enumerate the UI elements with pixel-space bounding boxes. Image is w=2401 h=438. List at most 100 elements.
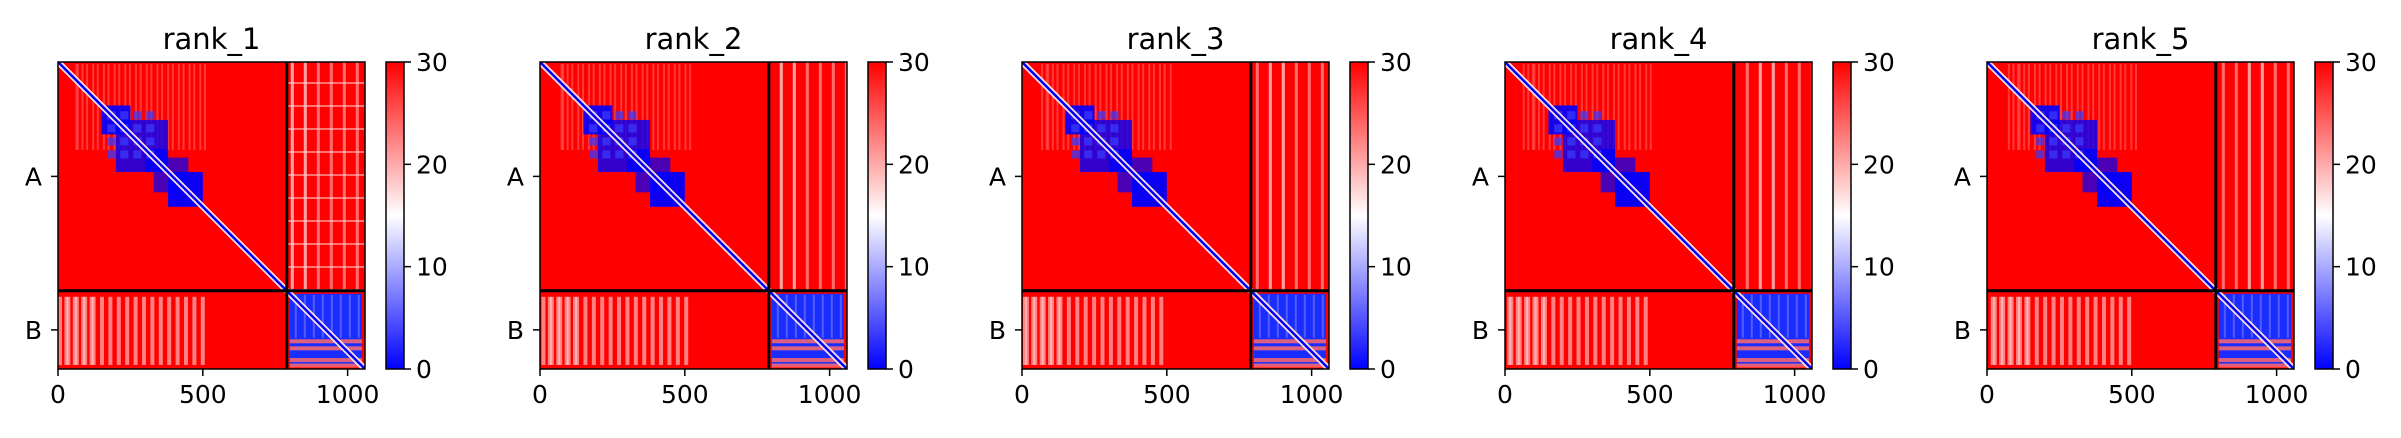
domain-block xyxy=(1071,137,1080,146)
domain-block xyxy=(589,150,598,159)
chain-b-col xyxy=(1258,294,1261,338)
stripe xyxy=(1047,64,1050,150)
stripe xyxy=(2034,296,2039,365)
stripe xyxy=(1771,62,1775,291)
stripe xyxy=(161,64,164,150)
chain-b-row xyxy=(289,358,362,363)
stripe xyxy=(369,62,372,291)
stripe xyxy=(792,62,796,291)
domain-block xyxy=(107,124,116,133)
x-tick-label: 500 xyxy=(179,380,227,409)
stripe xyxy=(844,62,847,291)
stripe xyxy=(1334,62,1337,291)
chain-b-row xyxy=(771,363,844,368)
stripe xyxy=(1591,64,1594,150)
stripe xyxy=(1490,62,1493,291)
stripe xyxy=(1507,296,1512,365)
chain-b-row xyxy=(771,358,844,363)
stripe xyxy=(1517,296,1522,365)
stripe xyxy=(2059,296,2064,365)
stripe xyxy=(1056,64,1059,150)
stripe xyxy=(2101,296,2106,365)
domain-block xyxy=(1554,137,1563,146)
domain-block xyxy=(1593,111,1602,120)
stripe xyxy=(167,296,172,365)
stripe xyxy=(2009,296,2014,365)
stripe xyxy=(1050,296,1055,365)
stripe xyxy=(630,64,633,150)
domain-block xyxy=(1110,124,1119,133)
stripe xyxy=(2093,296,2098,365)
heatmap xyxy=(58,62,489,369)
stripe xyxy=(600,296,605,365)
stripe xyxy=(2130,64,2133,150)
stripe xyxy=(2070,64,2073,150)
stripe xyxy=(1126,64,1129,150)
stripe xyxy=(2119,64,2122,150)
stripe xyxy=(573,296,578,365)
stripe xyxy=(1268,62,1272,291)
y-tick-label: B xyxy=(1954,316,1971,345)
stripe xyxy=(286,151,365,153)
stripe xyxy=(1116,64,1119,150)
stripe xyxy=(382,62,385,291)
colorbar-frame xyxy=(867,61,887,370)
colorbar-tick-label: 30 xyxy=(416,48,448,77)
diagonal xyxy=(540,62,847,369)
chain-b-col xyxy=(821,294,824,338)
stripe xyxy=(1066,296,1071,365)
colorbar-frame xyxy=(2314,61,2334,370)
stripe xyxy=(1100,296,1105,365)
domain-block xyxy=(133,124,142,133)
stripe xyxy=(286,174,365,176)
stripe xyxy=(1606,64,1609,150)
stripe xyxy=(188,64,191,150)
panel-5: rank_5 0 500 1000 A B 0 10 20 30 xyxy=(1954,22,2377,409)
stripe xyxy=(1105,64,1108,150)
domain-block xyxy=(120,137,129,146)
stripe xyxy=(1941,62,1944,291)
stripe xyxy=(1990,296,1995,365)
x-tick-label: 500 xyxy=(2108,380,2156,409)
stripe xyxy=(1585,64,1588,150)
chain-b-col xyxy=(294,294,297,338)
colorbar-tick-label: 20 xyxy=(898,150,930,179)
stripe xyxy=(689,64,692,150)
stripe xyxy=(652,64,655,150)
chain-b-row xyxy=(289,363,362,368)
stripe xyxy=(1150,296,1155,365)
stripe xyxy=(290,62,294,291)
stripe xyxy=(1533,64,1536,150)
panel-title: rank_1 xyxy=(163,22,261,56)
domain-block xyxy=(2075,124,2084,133)
stripe xyxy=(1999,296,2004,365)
chain-b-row xyxy=(1736,339,1809,344)
stripe xyxy=(2085,296,2090,365)
stripe xyxy=(2113,64,2116,150)
stripe xyxy=(1613,64,1616,150)
colorbar xyxy=(1833,62,1851,369)
stripe xyxy=(1784,62,1788,291)
stripe xyxy=(1137,64,1140,150)
stripe xyxy=(617,296,622,365)
stripe xyxy=(199,64,202,150)
axes-frame xyxy=(1021,61,1330,370)
stripe xyxy=(486,62,489,291)
stripe xyxy=(1041,64,1044,150)
stripe xyxy=(2092,64,2095,150)
stripe xyxy=(1099,64,1102,150)
y-tick-label: A xyxy=(507,162,524,191)
chain-b-col xyxy=(1804,294,1807,338)
chain-b-col xyxy=(1285,294,1288,338)
chain-b-col xyxy=(1786,294,1789,338)
stripe xyxy=(2026,296,2031,365)
domain-block xyxy=(146,124,155,133)
stripe xyxy=(1320,62,1324,291)
stripe xyxy=(625,296,630,365)
stripe xyxy=(1797,62,1801,291)
domain-block xyxy=(1110,137,1119,146)
stripe xyxy=(1159,296,1164,365)
chain-b-col xyxy=(2250,294,2253,338)
x-tick-label: 1000 xyxy=(798,380,862,409)
colorbar-tick-label: 30 xyxy=(2345,48,2377,77)
